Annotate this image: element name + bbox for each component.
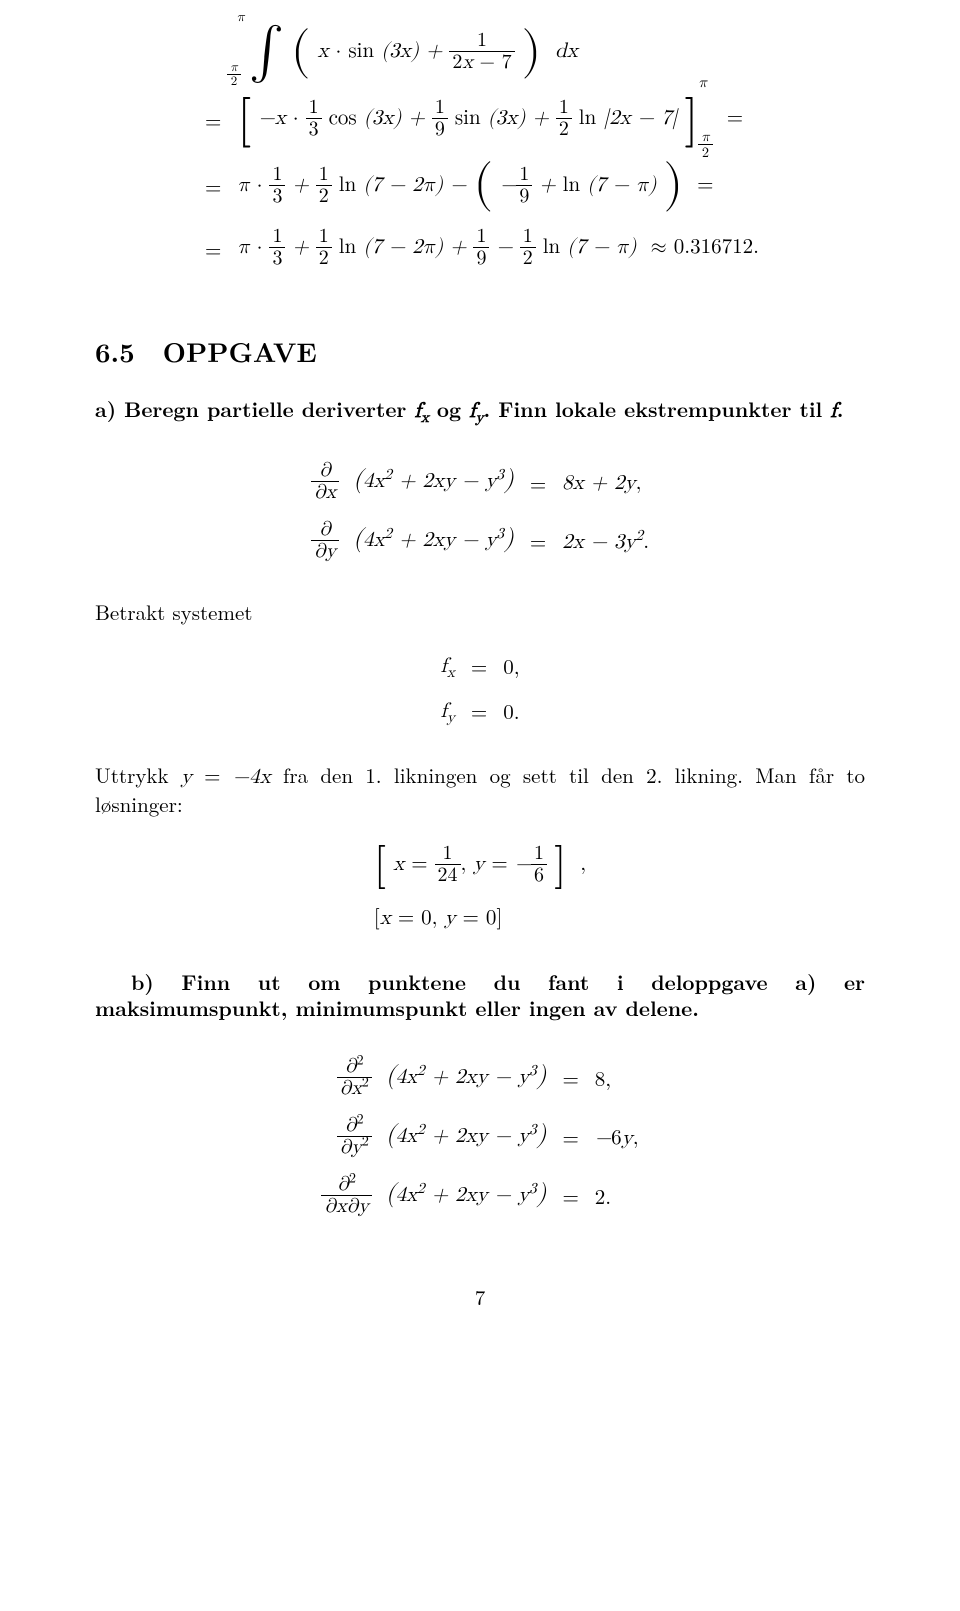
eq-row-final: = π · 13 + 12 ln (7 − 2π) + 19 − 12 ln (… [195,219,765,278]
system-block: fx = 0, fy = 0. [95,643,865,734]
solutions-table: [ x = 124, y = −16 ] , [x = 0, y = 0] [368,835,592,940]
solution-row-2: [x = 0, y = 0] [368,895,592,940]
solutions-block: [ x = 124, y = −16 ] , [x = 0, y = 0] [95,835,865,940]
integral-align-table: ππ2∫ ( x · sin (3x) + 12x − 7 ) dx = [ −… [195,18,765,278]
prompt-a-suffix: . Finn lokale ekstrempunkter til [484,394,831,424]
section-heading: 6.5 OPPGAVE [95,334,865,368]
prompt-b: b) Finn ut om punktene du fant i deloppg… [95,969,865,1022]
system-row-fx: fx = 0, [434,643,525,688]
page-number: 7 [95,1284,865,1310]
partial-x-row: ∂∂x (4x2 + 2xy − y3) = 8x + 2y, [305,453,655,512]
solution-row-1: [ x = 124, y = −16 ] , [368,835,592,895]
eq-row-antiderivative: = [ −x · 13 cos (3x) + 19 sin (3x) + 12 … [195,87,765,153]
second-partial-xx-row: ∂2∂x2 (4x2 + 2xy − y3) = 8, [315,1049,644,1108]
uttrykk-line: Uttrykk y = −4x fra den 1. likningen og … [95,762,865,818]
partial-y-row: ∂∂y (4x2 + 2xy − y3) = 2x − 3y2. [305,512,655,571]
first-partials-block: ∂∂x (4x2 + 2xy − y3) = 8x + 2y, ∂∂y (4x2… [95,453,865,571]
system-row-fy: fy = 0. [434,688,525,733]
eq-row-evaluated: = π · 13 + 12 ln (7 − 2π) − ( −19 + ln (… [195,153,765,219]
second-partials-table: ∂2∂x2 (4x2 + 2xy − y3) = 8, ∂2∂y2 (4x2 +… [315,1049,644,1226]
prompt-a: a) Beregn partielle deriverter fx og fy.… [95,396,865,425]
first-partials-table: ∂∂x (4x2 + 2xy − y3) = 8x + 2y, ∂∂y (4x2… [305,453,655,571]
prompt-a-mid: og [429,394,469,424]
second-partial-xy-row: ∂2∂x∂y (4x2 + 2xy − y3) = 2. [315,1167,644,1226]
section-title-text: OPPGAVE [163,334,317,368]
second-partials-block: ∂2∂x2 (4x2 + 2xy − y3) = 8, ∂2∂y2 (4x2 +… [95,1049,865,1226]
prompt-a-prefix: a) Beregn partielle deriverter [95,394,414,424]
section-number: 6.5 [95,334,135,368]
integral-derivation-block: ππ2∫ ( x · sin (3x) + 12x − 7 ) dx = [ −… [95,18,865,278]
betrakt-systemet-text: Betrakt systemet [95,599,865,625]
eq-row-integral: ππ2∫ ( x · sin (3x) + 12x − 7 ) dx [195,18,765,87]
second-partial-yy-row: ∂2∂y2 (4x2 + 2xy − y3) = −6y, [315,1108,644,1167]
system-table: fx = 0, fy = 0. [434,643,525,734]
